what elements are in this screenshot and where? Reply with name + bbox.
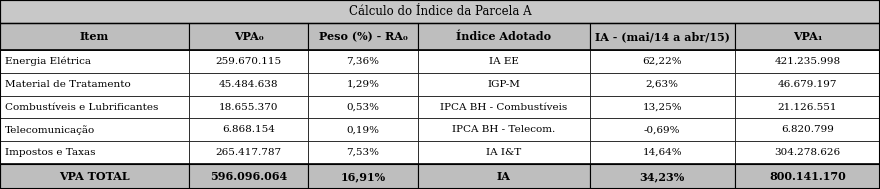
Bar (418, 119, 590, 141)
Text: 34,23%: 34,23% (640, 171, 685, 182)
Text: IPCA BH - Telecom.: IPCA BH - Telecom. (452, 125, 555, 134)
Text: 259.670.115: 259.670.115 (216, 57, 282, 66)
Bar (308, 50, 418, 73)
Bar (735, 50, 880, 73)
Text: 62,22%: 62,22% (642, 57, 682, 66)
Bar (189, 23, 308, 50)
Text: 2,63%: 2,63% (646, 80, 678, 89)
Text: 7,36%: 7,36% (347, 57, 379, 66)
Text: Peso (%) - RA₀: Peso (%) - RA₀ (319, 31, 407, 42)
Bar (308, 119, 418, 141)
Bar (418, 50, 590, 73)
Text: 14,64%: 14,64% (642, 148, 682, 157)
Bar (0, 96, 189, 119)
Bar (590, 23, 735, 50)
Text: 6.820.799: 6.820.799 (781, 125, 834, 134)
Text: 45.484.638: 45.484.638 (219, 80, 278, 89)
Bar (189, 50, 308, 73)
Text: IA EE: IA EE (489, 57, 518, 66)
Text: IA: IA (497, 171, 510, 182)
Bar (590, 96, 735, 119)
Text: Impostos e Taxas: Impostos e Taxas (5, 148, 96, 157)
Text: IA - (mai/14 a abr/15): IA - (mai/14 a abr/15) (595, 31, 730, 42)
Bar (590, 50, 735, 73)
Bar (308, 73, 418, 96)
Text: VPA₀: VPA₀ (234, 31, 263, 42)
Text: 6.868.154: 6.868.154 (222, 125, 275, 134)
Bar (418, 23, 590, 50)
Text: 18.655.370: 18.655.370 (219, 102, 278, 112)
Bar (0, 73, 189, 96)
Text: Índice Adotado: Índice Adotado (456, 31, 552, 42)
Text: Item: Item (80, 31, 109, 42)
Bar (418, 73, 590, 96)
Text: Telecomunicação: Telecomunicação (5, 125, 96, 135)
Text: Energia Elétrica: Energia Elétrica (5, 57, 92, 66)
Text: IGP-M: IGP-M (488, 80, 520, 89)
Text: 421.235.998: 421.235.998 (774, 57, 840, 66)
Text: 0,53%: 0,53% (347, 102, 379, 112)
Text: 596.096.064: 596.096.064 (210, 171, 287, 182)
Bar (418, 96, 590, 119)
Bar (0, 50, 189, 73)
Bar (590, 119, 735, 141)
Bar (189, 96, 308, 119)
Bar (308, 164, 418, 189)
Bar (308, 23, 418, 50)
Bar (735, 96, 880, 119)
Text: 0,19%: 0,19% (347, 125, 379, 134)
Text: 46.679.197: 46.679.197 (778, 80, 837, 89)
Bar (308, 96, 418, 119)
Bar (735, 164, 880, 189)
Text: Material de Tratamento: Material de Tratamento (5, 80, 131, 89)
Bar (590, 141, 735, 164)
Bar (308, 141, 418, 164)
Bar (418, 141, 590, 164)
Text: 1,29%: 1,29% (347, 80, 379, 89)
Bar (735, 23, 880, 50)
Text: Cálculo do Índice da Parcela A: Cálculo do Índice da Parcela A (348, 5, 532, 18)
Bar (735, 141, 880, 164)
Text: 304.278.626: 304.278.626 (774, 148, 840, 157)
Bar (189, 119, 308, 141)
Bar (0, 0, 880, 23)
Text: VPA₁: VPA₁ (793, 31, 822, 42)
Bar (189, 141, 308, 164)
Text: 265.417.787: 265.417.787 (216, 148, 282, 157)
Text: Combustíveis e Lubrificantes: Combustíveis e Lubrificantes (5, 102, 158, 112)
Bar (0, 119, 189, 141)
Text: IA I&T: IA I&T (486, 148, 522, 157)
Bar (0, 141, 189, 164)
Bar (735, 73, 880, 96)
Text: 16,91%: 16,91% (341, 171, 385, 182)
Text: -0,69%: -0,69% (644, 125, 680, 134)
Text: 21.126.551: 21.126.551 (778, 102, 837, 112)
Bar (590, 164, 735, 189)
Bar (189, 73, 308, 96)
Bar (735, 119, 880, 141)
Text: 7,53%: 7,53% (347, 148, 379, 157)
Bar (418, 164, 590, 189)
Text: 800.141.170: 800.141.170 (769, 171, 846, 182)
Bar (590, 73, 735, 96)
Text: 13,25%: 13,25% (642, 102, 682, 112)
Bar (0, 23, 189, 50)
Text: IPCA BH - Combustíveis: IPCA BH - Combustíveis (440, 102, 568, 112)
Bar (0, 164, 189, 189)
Text: VPA TOTAL: VPA TOTAL (59, 171, 130, 182)
Bar (189, 164, 308, 189)
